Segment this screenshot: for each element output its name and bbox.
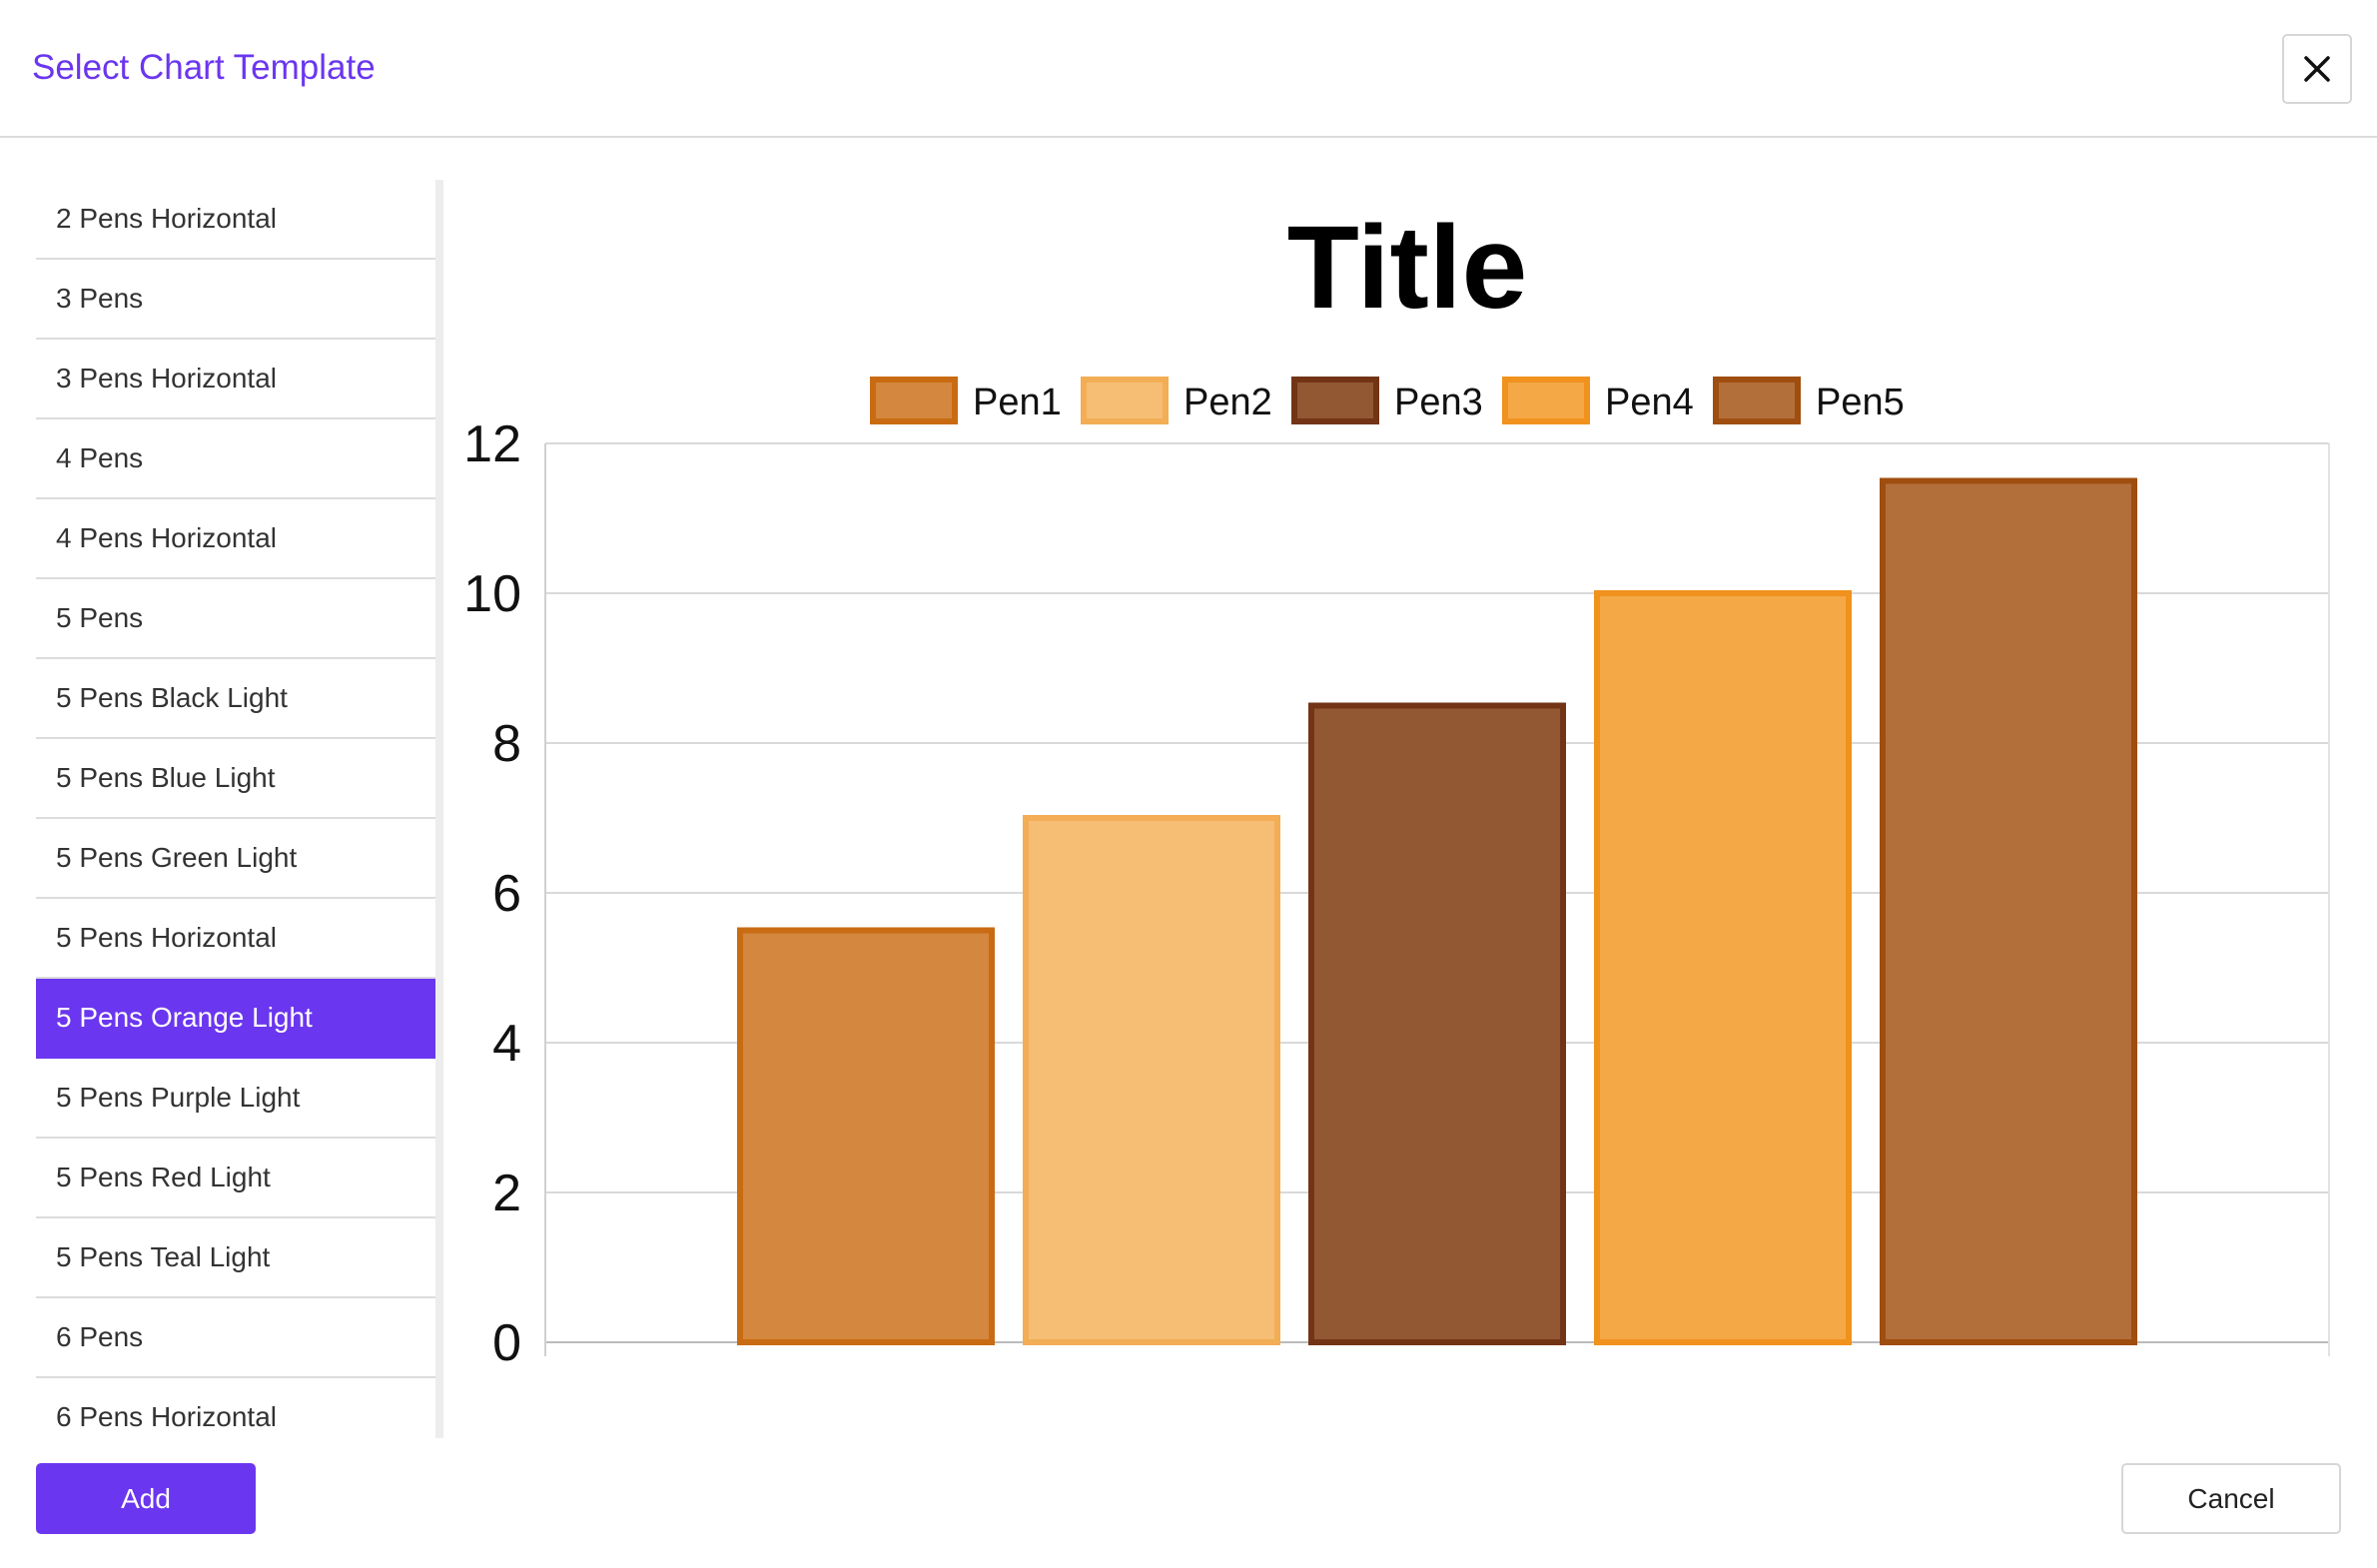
legend-swatch <box>1081 377 1169 424</box>
template-list-item[interactable]: 3 Pens <box>36 260 435 340</box>
template-list-item[interactable]: 3 Pens Horizontal <box>36 340 435 419</box>
y-tick-label: 12 <box>463 415 521 473</box>
template-list-item[interactable]: 5 Pens Orange Light <box>36 979 435 1059</box>
template-list-scrollbar[interactable] <box>435 180 443 1438</box>
legend-swatch <box>1502 377 1590 424</box>
template-list-item[interactable]: 5 Pens Black Light <box>36 659 435 739</box>
y-tick-label: 10 <box>463 565 521 623</box>
close-button[interactable] <box>2282 34 2352 104</box>
bar-chart: Title Pen1 Pen2 Pen3 Pen4 Pen5 0 2 4 6 8 10 12 <box>463 202 2330 1372</box>
template-list-item[interactable]: 6 Pens Horizontal <box>36 1378 435 1438</box>
template-list-item[interactable]: 5 Pens Red Light <box>36 1139 435 1218</box>
template-list-item[interactable]: 5 Pens Blue Light <box>36 739 435 819</box>
dialog-header: Select Chart Template <box>0 0 2377 138</box>
y-tick-label: 6 <box>492 865 521 923</box>
legend-label: Pen4 <box>1605 382 1694 423</box>
cancel-button[interactable]: Cancel <box>2121 1463 2341 1534</box>
dialog-title: Select Chart Template <box>32 48 376 87</box>
bar-pen5 <box>1880 477 2137 1345</box>
y-tick-label: 0 <box>492 1314 521 1372</box>
template-list-item[interactable]: 4 Pens Horizontal <box>36 499 435 579</box>
template-list-item[interactable]: 5 Pens Green Light <box>36 819 435 899</box>
legend-label: Pen5 <box>1816 382 1905 423</box>
bar-pen3 <box>1308 702 1566 1345</box>
add-button[interactable]: Add <box>36 1463 256 1534</box>
template-list-item[interactable]: 5 Pens Purple Light <box>36 1059 435 1139</box>
chart-title: Title <box>1287 202 1527 334</box>
legend-swatch <box>1713 377 1801 424</box>
y-tick-label: 2 <box>492 1165 521 1222</box>
template-list-item[interactable]: 4 Pens <box>36 419 435 499</box>
template-list-item[interactable]: 5 Pens Horizontal <box>36 899 435 979</box>
legend-label: Pen3 <box>1394 382 1483 423</box>
legend-label: Pen1 <box>973 382 1062 423</box>
bar-pen4 <box>1594 590 1852 1345</box>
chart-preview: Title Pen1 Pen2 Pen3 Pen4 Pen5 0 2 4 6 8 10 12 <box>449 180 2357 1418</box>
template-list-item[interactable]: 5 Pens <box>36 579 435 659</box>
template-list[interactable]: 2 Pens Horizontal 3 Pens 3 Pens Horizontal… <box>36 180 435 1438</box>
bar-pen2 <box>1023 815 1280 1345</box>
legend-label: Pen2 <box>1184 382 1272 423</box>
bar-pen1 <box>737 927 995 1345</box>
close-icon <box>2304 56 2330 82</box>
y-tick-label: 8 <box>492 715 521 773</box>
y-tick-label: 4 <box>492 1015 521 1073</box>
template-list-item[interactable]: 2 Pens Horizontal <box>36 180 435 260</box>
legend-swatch <box>870 377 958 424</box>
template-list-item[interactable]: 6 Pens <box>36 1298 435 1378</box>
template-list-item[interactable]: 5 Pens Teal Light <box>36 1218 435 1298</box>
legend-swatch <box>1291 377 1379 424</box>
